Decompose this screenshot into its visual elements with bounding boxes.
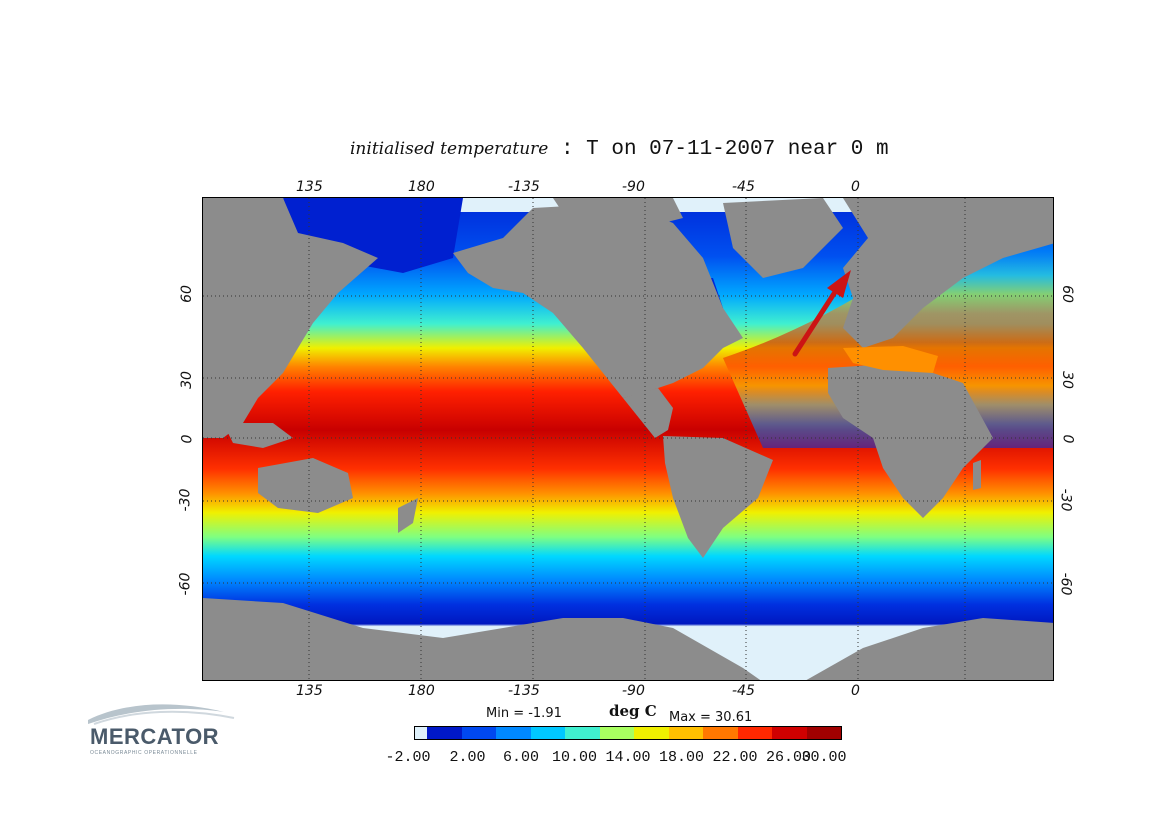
- colorbar-segment: [703, 727, 738, 739]
- colorbar-tick-label: -2.00: [385, 749, 431, 766]
- lat-left-tick: 0: [179, 434, 196, 444]
- sst-map: [203, 198, 1053, 680]
- arrow-shaft: [792, 289, 838, 357]
- lat-right-tick: 0: [1059, 434, 1076, 444]
- lat-left-tick: 30: [178, 371, 195, 389]
- colorbar-segment: [634, 727, 669, 739]
- map-title: initialised temperature : T on 07-11-200…: [350, 138, 920, 161]
- colorbar-segment: [806, 727, 842, 739]
- lon-top-tick: -45: [732, 179, 755, 195]
- colorbar-segment: [461, 727, 497, 739]
- lat-left-tick: -30: [177, 488, 194, 512]
- lon-top-tick: 0: [851, 179, 860, 195]
- title-rest: : T on 07-11-2007 near 0 m: [548, 138, 889, 161]
- colorbar-segment: [427, 727, 462, 739]
- colorbar-segment: [668, 727, 704, 739]
- lon-bottom-tick: 0: [851, 683, 860, 699]
- lat-right-tick: 60: [1058, 285, 1075, 303]
- logo-tagline: OCEANOGRAPHIC OPERATIONNELLE: [90, 750, 198, 756]
- colorbar-segment: [772, 727, 807, 739]
- new-zealand: [398, 498, 418, 533]
- colorbar-segment: [565, 727, 600, 739]
- graticule: [203, 198, 1053, 680]
- lon-top-tick: -135: [508, 179, 540, 195]
- canadian-arctic: [553, 198, 683, 228]
- colorbar-tick-label: 10.00: [551, 749, 598, 766]
- central-america: [623, 388, 673, 438]
- map-panel: [202, 197, 1054, 681]
- colorbar-tick-label: 14.00: [605, 749, 651, 766]
- colorbar-segment: [599, 727, 635, 739]
- antarctica-east: [806, 618, 1053, 680]
- colorbar-segment: [415, 727, 428, 739]
- colorbar-tick-label: 22.00: [712, 749, 758, 766]
- madagascar: [973, 460, 981, 490]
- lat-right-tick: -60: [1057, 572, 1074, 596]
- colorbar-tick-label: 26.00: [765, 749, 812, 766]
- lat-left-tick: 60: [178, 285, 195, 303]
- colorbar-tick-label: 2.00: [449, 749, 486, 766]
- lon-bottom-tick: -45: [732, 683, 755, 699]
- units-label: deg C: [609, 702, 657, 720]
- logo-name: MERCATOR: [90, 724, 220, 749]
- min-label: Min = -1.91: [486, 706, 562, 721]
- lat-left-tick: -60: [177, 572, 194, 596]
- colorbar-labels: -2.00 2.00 6.00 10.00 14.00 18.00 22.00 26.00 30…: [0, 749, 1169, 769]
- maritime-continent: [223, 423, 293, 448]
- asia-landmass: [203, 198, 378, 438]
- lon-bottom-tick: 180: [408, 683, 435, 699]
- colorbar-tick-label: 6.00: [502, 749, 540, 766]
- lon-top-tick: 180: [408, 179, 435, 195]
- logo-wave-icon: [88, 704, 235, 725]
- title-prefix: initialised temperature: [350, 139, 549, 159]
- colorbar: [414, 726, 842, 740]
- arrow-head: [827, 270, 851, 298]
- greenland: [723, 198, 843, 278]
- lon-top-tick: 135: [296, 179, 323, 195]
- lon-bottom-tick: -90: [622, 683, 645, 699]
- australia-landmass: [258, 458, 353, 513]
- antarctica-west: [203, 598, 761, 680]
- lat-right-tick: -30: [1057, 488, 1074, 512]
- africa-landmass: [828, 363, 993, 518]
- colorbar-tick-label: 18.00: [658, 749, 705, 766]
- europe-landmass: [843, 198, 1053, 348]
- max-label: Max = 30.61: [669, 710, 753, 725]
- lon-top-tick: -90: [622, 179, 645, 195]
- lat-right-tick: 30: [1058, 371, 1075, 389]
- colorbar-segment: [737, 727, 773, 739]
- lon-bottom-tick: 135: [296, 683, 323, 699]
- mercator-logo: MERCATOR OCEANOGRAPHIC OPERATIONNELLE: [84, 698, 264, 768]
- colorbar-segment: [496, 727, 531, 739]
- colorbar-segment: [530, 727, 566, 739]
- annotation-arrow: [792, 270, 851, 357]
- lon-bottom-tick: -135: [508, 683, 540, 699]
- mediterranean-sea: [843, 346, 938, 373]
- colorbar-tick-label: 30.00: [801, 749, 847, 766]
- north-america-landmass: [453, 203, 743, 398]
